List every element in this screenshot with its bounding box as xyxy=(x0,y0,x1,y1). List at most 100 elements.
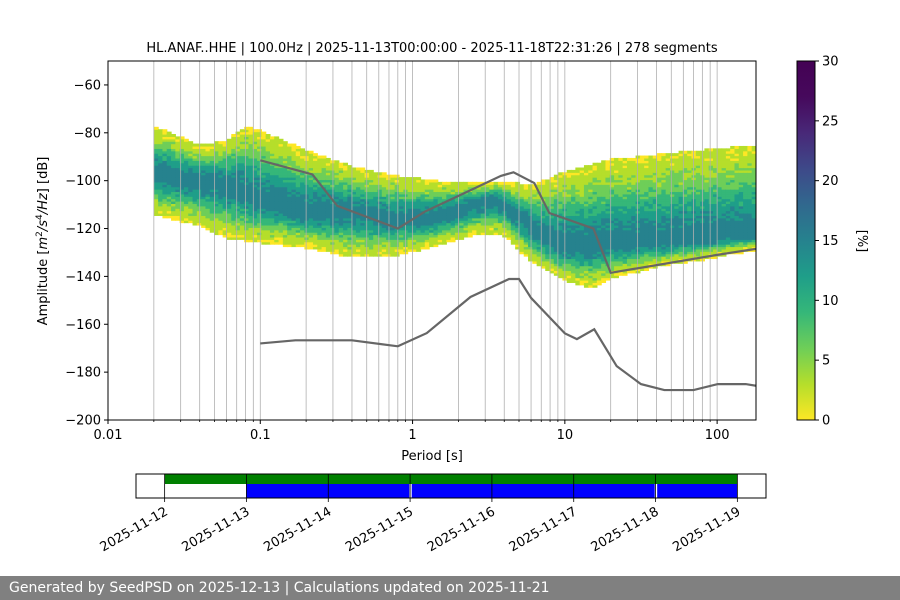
density-cell xyxy=(622,177,628,181)
density-cell xyxy=(536,196,542,200)
density-cell xyxy=(407,208,413,212)
density-cell xyxy=(351,172,357,176)
density-cell xyxy=(429,179,435,183)
density-cell xyxy=(244,208,250,212)
density-cell xyxy=(648,229,654,233)
density-cell xyxy=(282,160,288,164)
density-cell xyxy=(674,241,680,245)
density-cell xyxy=(618,251,624,255)
density-cell xyxy=(399,239,404,243)
density-cell xyxy=(257,138,262,142)
density-cell xyxy=(343,191,348,195)
density-cell xyxy=(631,260,637,264)
density-cell xyxy=(386,210,391,214)
density-cell xyxy=(416,186,422,190)
density-cell xyxy=(416,220,422,224)
density-cell xyxy=(355,251,361,255)
density-cell xyxy=(222,141,228,145)
density-cell xyxy=(657,258,662,262)
density-cell xyxy=(652,201,658,204)
density-cell xyxy=(596,227,602,231)
density-cell xyxy=(192,201,198,204)
density-cell xyxy=(334,229,340,233)
density-cell xyxy=(399,212,404,216)
density-cell xyxy=(708,191,714,195)
density-cell xyxy=(355,227,361,231)
density-cell xyxy=(261,222,267,226)
density-cell xyxy=(536,215,542,219)
density-cell xyxy=(639,222,645,226)
density-cell xyxy=(695,160,701,164)
density-cell xyxy=(571,174,576,178)
density-cell xyxy=(188,184,194,188)
density-cell xyxy=(614,248,619,252)
density-cell xyxy=(295,212,301,216)
density-cell xyxy=(442,193,447,197)
density-cell xyxy=(454,222,460,226)
density-cell xyxy=(644,167,650,171)
density-cell xyxy=(596,251,602,255)
density-cell xyxy=(553,246,559,250)
density-cell xyxy=(532,196,538,200)
density-cell xyxy=(523,201,529,204)
density-cell xyxy=(596,279,602,283)
density-cell xyxy=(179,196,185,200)
density-cell xyxy=(639,179,645,183)
density-cell xyxy=(183,181,189,185)
density-cell xyxy=(300,236,305,240)
density-cell xyxy=(454,191,460,195)
density-cell xyxy=(381,215,387,219)
density-cell xyxy=(639,234,645,238)
density-cell xyxy=(218,162,224,166)
density-cell xyxy=(214,208,219,212)
density-cell xyxy=(571,258,576,262)
density-cell xyxy=(631,189,637,193)
density-cell xyxy=(493,186,499,190)
density-cell xyxy=(618,239,624,243)
density-cell xyxy=(575,224,581,228)
density-cell xyxy=(472,220,478,224)
density-cell xyxy=(566,193,572,197)
density-cell xyxy=(515,229,521,233)
density-cell xyxy=(162,145,168,149)
density-cell xyxy=(351,229,357,233)
density-cell xyxy=(493,181,499,185)
density-cell xyxy=(631,205,637,209)
density-cell xyxy=(265,241,271,245)
density-cell xyxy=(166,167,172,171)
density-cell xyxy=(523,212,529,216)
density-cell xyxy=(588,169,594,173)
density-cell xyxy=(291,212,297,216)
density-cell xyxy=(571,215,576,219)
density-cell xyxy=(665,263,671,267)
density-cell xyxy=(261,167,267,171)
density-cell xyxy=(153,186,159,190)
density-cell xyxy=(287,193,293,197)
density-cell xyxy=(308,150,314,154)
density-cell xyxy=(239,165,245,169)
density-cell xyxy=(485,224,490,228)
density-cell xyxy=(239,208,245,212)
density-cell xyxy=(437,189,443,193)
density-cell xyxy=(532,198,538,202)
density-cell xyxy=(704,246,710,250)
density-cell xyxy=(373,201,379,204)
density-cell xyxy=(437,208,443,212)
density-cell xyxy=(472,198,478,202)
density-cell xyxy=(618,224,624,228)
density-cell xyxy=(614,272,619,276)
density-cell xyxy=(609,169,615,173)
density-cell xyxy=(360,186,366,190)
density-cell xyxy=(394,239,400,243)
density-cell xyxy=(674,208,680,212)
density-cell xyxy=(261,184,267,188)
density-cell xyxy=(321,241,327,245)
density-cell xyxy=(467,198,473,202)
density-cell xyxy=(265,222,271,226)
density-cell xyxy=(545,184,551,188)
density-cell xyxy=(626,174,632,178)
density-cell xyxy=(373,181,379,185)
density-cell xyxy=(248,126,254,130)
density-cell xyxy=(291,203,297,207)
density-cell xyxy=(235,232,241,236)
